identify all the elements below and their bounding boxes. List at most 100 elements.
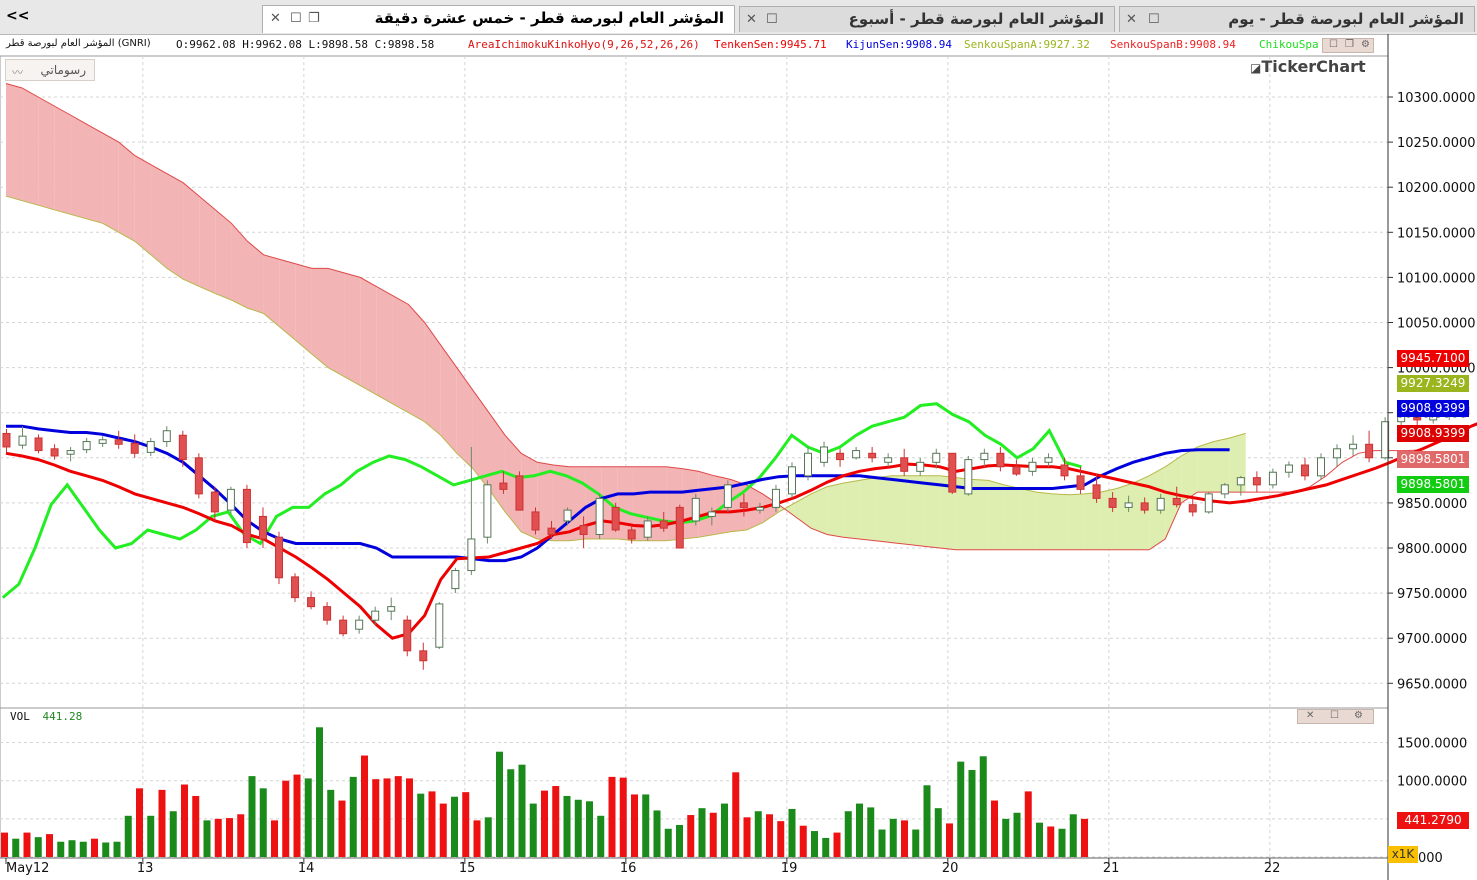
volume-bar-down — [619, 777, 627, 857]
candle — [307, 591, 316, 610]
volume-bar-up — [496, 751, 503, 857]
legend-ohlc: O:9962.08 H:9962.08 L:9898.58 C:9898.58 — [176, 38, 435, 51]
volume-bar-up — [574, 799, 582, 857]
candle — [1172, 486, 1181, 508]
candle-down — [1300, 464, 1309, 477]
cloud-segment — [86, 124, 103, 224]
candle-down — [1108, 497, 1117, 508]
candle — [34, 434, 43, 454]
price-tick-label: 10200.0000 — [1397, 181, 1476, 196]
candle — [451, 567, 460, 594]
volume-bar-up — [721, 803, 728, 857]
candle-up — [884, 457, 893, 463]
cloud-segment — [408, 304, 425, 422]
volume-bar-up — [248, 776, 256, 857]
tab-overflow-button[interactable]: << — [6, 8, 30, 24]
close-icon[interactable]: ✕ — [270, 11, 281, 26]
candle-up — [146, 441, 155, 453]
volume-bar-down — [777, 821, 785, 857]
candle-down — [274, 536, 283, 579]
candle-up — [162, 430, 171, 443]
volume-bar-down — [158, 789, 166, 857]
candle-up — [563, 509, 572, 522]
candle — [130, 434, 139, 458]
time-tick-label: 20 — [942, 861, 959, 876]
volume-bar-down — [799, 825, 807, 857]
candle-down — [130, 442, 139, 454]
price-tag: 9908.9399 — [1397, 400, 1469, 417]
candle-down — [547, 527, 556, 535]
volume-bar-down — [946, 823, 953, 857]
cloud-segment — [827, 483, 844, 538]
candle-down — [258, 515, 267, 540]
chikou-span-line — [1, 402, 1082, 599]
maximize-icon[interactable]: ☐ — [1148, 12, 1160, 27]
maximize-icon[interactable]: ☐ — [766, 12, 778, 27]
volume-bar-up — [68, 840, 76, 857]
maximize-icon[interactable]: ☐ — [1330, 710, 1339, 721]
tab-week[interactable]: ✕ ☐ المؤشر العام لبورصة قطر - أسبوع — [739, 6, 1115, 32]
candle — [323, 602, 332, 625]
candle — [291, 573, 300, 603]
settings-icon[interactable]: ⚙ — [1354, 710, 1363, 721]
candle-down — [291, 576, 300, 599]
cloud-segment — [1181, 446, 1198, 503]
maximize-icon[interactable]: ☐ — [1329, 39, 1338, 50]
candle-up — [467, 538, 476, 572]
volume-bar-up — [754, 811, 762, 857]
volume-bar-up — [316, 727, 323, 857]
volume-bar-up — [57, 841, 65, 857]
volume-bar-up — [968, 770, 976, 857]
cloud-segment — [698, 471, 715, 538]
candle — [1076, 466, 1085, 494]
volume-bar-down — [608, 776, 616, 857]
volume-bar-up — [484, 817, 492, 857]
close-icon[interactable]: ✕ — [746, 12, 757, 27]
candle — [114, 430, 123, 449]
my-drawings-button[interactable]: 〰 رسوماتي — [5, 59, 95, 81]
restore-icon[interactable]: ❐ — [1345, 39, 1354, 50]
volume-bar-down — [282, 780, 290, 857]
volume-legend: VOL 441.28 — [10, 710, 82, 723]
volume-bar-down — [833, 832, 841, 857]
cloud-segment — [1020, 488, 1037, 550]
candle — [627, 525, 636, 544]
candle-up — [691, 497, 700, 522]
close-icon[interactable]: ✕ — [1306, 710, 1315, 721]
candle — [804, 446, 813, 481]
close-icon[interactable]: ✕ — [1126, 12, 1137, 27]
candle — [980, 448, 989, 467]
senkou-span-b-line — [5, 83, 1423, 551]
tab-fifteen-minute[interactable]: ✕ ☐ ❐ المؤشر العام لبورصة قطر - خمس عشرة… — [262, 5, 735, 33]
volume-bar-up — [1002, 818, 1010, 857]
candle-down — [2, 432, 11, 448]
settings-icon[interactable]: ⚙ — [1361, 39, 1370, 50]
volume-bar-up — [327, 789, 335, 857]
volume-bar-down — [91, 838, 98, 857]
volume-bar-up — [856, 803, 863, 857]
candle-down — [403, 619, 412, 652]
candle — [515, 471, 524, 511]
tab-day[interactable]: ✕ ☐ المؤشر العام لبورصة قطر - يوم — [1119, 6, 1475, 32]
cloud-segment — [424, 322, 441, 436]
candle — [1124, 495, 1133, 512]
candle-down — [659, 520, 668, 529]
time-tick-label: 13 — [137, 861, 154, 876]
candle — [483, 480, 492, 544]
cloud-segment — [22, 87, 39, 206]
candle-down — [1252, 477, 1261, 486]
candle — [50, 444, 59, 460]
volume-bar-down — [552, 786, 560, 857]
volume-bar-up — [529, 803, 537, 857]
time-tick-label: 16 — [620, 861, 637, 876]
candle — [339, 615, 348, 637]
candle — [146, 437, 155, 456]
candle-up — [804, 452, 813, 477]
maximize-icon[interactable]: ☐ — [290, 11, 302, 26]
cloud-segment — [1084, 492, 1101, 550]
restore-icon[interactable]: ❐ — [308, 11, 320, 26]
candle — [916, 457, 925, 476]
candle-up — [1044, 457, 1053, 463]
candle-down — [948, 452, 957, 493]
